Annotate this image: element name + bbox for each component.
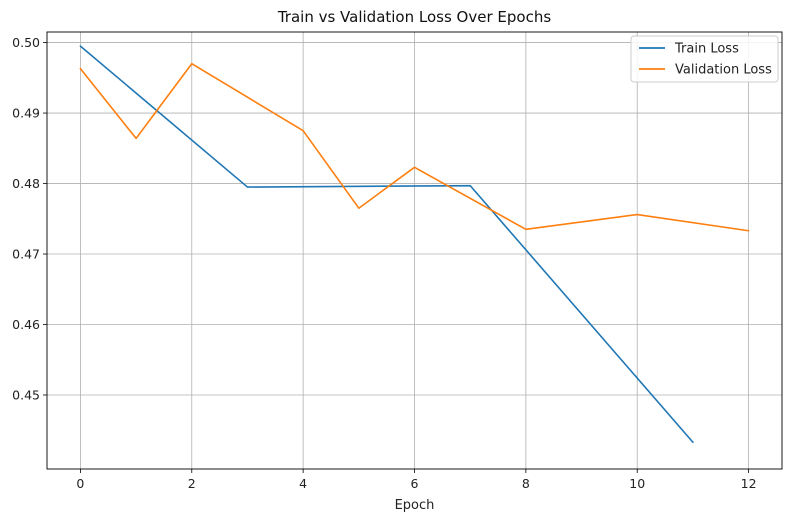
x-tick-label: 6 (411, 476, 419, 491)
series-line-train-loss (79, 45, 694, 444)
x-tick-label: 8 (522, 476, 530, 491)
chart-title: Train vs Validation Loss Over Epochs (277, 8, 552, 26)
grid (47, 32, 782, 469)
x-tick-label: 10 (629, 476, 645, 491)
legend-label: Validation Loss (675, 63, 772, 78)
y-tick-label: 0.47 (12, 247, 40, 262)
legend: Train Loss Validation Loss (630, 35, 779, 83)
y-tick-label: 0.46 (12, 317, 40, 332)
x-tick-label: 12 (741, 476, 757, 491)
x-tick-label: 0 (76, 476, 84, 491)
x-tick-label: 2 (188, 476, 196, 491)
axis-ticks: 0 2 4 6 8 10 12 0.45 0.46 0.47 0.48 0.49 0.50 (12, 35, 756, 491)
x-tick-label: 4 (299, 476, 307, 491)
legend-box (630, 35, 779, 83)
legend-label: Train Loss (674, 42, 739, 57)
y-tick-label: 0.45 (12, 387, 40, 402)
plot-lines (79, 45, 750, 444)
y-tick-label: 0.50 (12, 35, 40, 50)
series-line-validation-loss (79, 62, 750, 232)
x-axis-label: Epoch (395, 498, 435, 513)
y-tick-label: 0.48 (12, 176, 40, 191)
y-tick-label: 0.49 (12, 106, 40, 121)
